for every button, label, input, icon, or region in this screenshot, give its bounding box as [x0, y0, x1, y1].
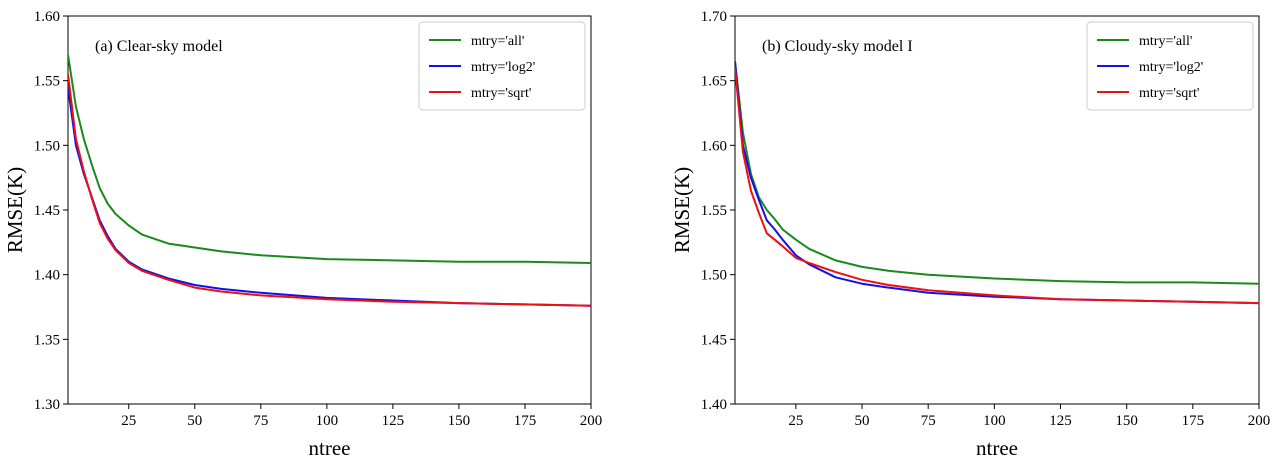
- x-axis-label: ntree: [309, 436, 351, 460]
- legend-label: mtry='all': [1139, 34, 1192, 49]
- y-tick-label: 1.50: [701, 268, 727, 284]
- y-axis-label: RMSE(K): [3, 167, 27, 253]
- x-tick-label: 25: [788, 413, 803, 429]
- y-tick-label: 1.45: [34, 203, 60, 219]
- x-tick-label: 100: [983, 413, 1006, 429]
- y-tick-label: 1.40: [34, 268, 60, 284]
- y-tick-label: 1.70: [701, 9, 727, 25]
- x-tick-label: 150: [1115, 413, 1138, 429]
- legend: mtry='all' mtry='log2' mtry='sqrt': [1086, 21, 1254, 111]
- y-tick-label: 1.55: [34, 74, 60, 90]
- x-tick-label: 25: [121, 413, 136, 429]
- x-tick-label: 175: [1182, 413, 1205, 429]
- y-tick-label: 1.50: [34, 138, 60, 154]
- x-tick-label: 100: [316, 413, 339, 429]
- legend-label: mtry='sqrt': [1139, 86, 1199, 101]
- series-group: [735, 61, 1259, 305]
- legend-label: mtry='all': [471, 34, 524, 49]
- x-tick-label: 125: [382, 413, 405, 429]
- legend-box: [1086, 21, 1254, 111]
- series-line: [68, 54, 591, 264]
- x-tick-label: 150: [448, 413, 471, 429]
- legend-label: mtry='sqrt': [471, 86, 531, 101]
- chart-panel-a: 25 50 75 100 125 150 175 200 1.30 1.35 1.40 1.45 1.5…: [3, 9, 602, 460]
- y-tick-label: 1.35: [34, 332, 60, 348]
- series-line: [735, 67, 1259, 305]
- legend-label: mtry='log2': [471, 60, 535, 75]
- y-tick-label: 1.65: [701, 74, 727, 90]
- x-tick-label: 200: [580, 413, 603, 429]
- x-tick-label: 175: [514, 413, 537, 429]
- y-tick-label: 1.60: [701, 138, 727, 154]
- y-tick-label: 1.55: [701, 203, 727, 219]
- legend: mtry='all' mtry='log2' mtry='sqrt': [418, 21, 586, 111]
- y-tick-label: 1.60: [34, 9, 60, 25]
- x-tick-label: 75: [253, 413, 268, 429]
- x-axis-label: ntree: [976, 436, 1018, 460]
- panel-title: (a) Clear-sky model: [95, 38, 223, 55]
- legend-label: mtry='log2': [1139, 60, 1203, 75]
- y-tick-label: 1.30: [34, 397, 60, 413]
- series-line: [68, 74, 591, 307]
- x-tick-label: 200: [1248, 413, 1271, 429]
- legend-box: [418, 21, 586, 111]
- x-tick-label: 125: [1049, 413, 1072, 429]
- x-tick-label: 50: [187, 413, 202, 429]
- panel-title: (b) Cloudy-sky model I: [762, 38, 913, 55]
- y-tick-label: 1.40: [701, 397, 727, 413]
- chart-panel-b: 25 50 75 100 125 150 175 200 1.40 1.45 1.50 1.55 1.6…: [670, 9, 1270, 460]
- x-tick-label: 75: [921, 413, 936, 429]
- x-tick-label: 50: [855, 413, 870, 429]
- y-tick-label: 1.45: [701, 332, 727, 348]
- y-axis-label: RMSE(K): [670, 167, 694, 253]
- series-group: [68, 54, 591, 307]
